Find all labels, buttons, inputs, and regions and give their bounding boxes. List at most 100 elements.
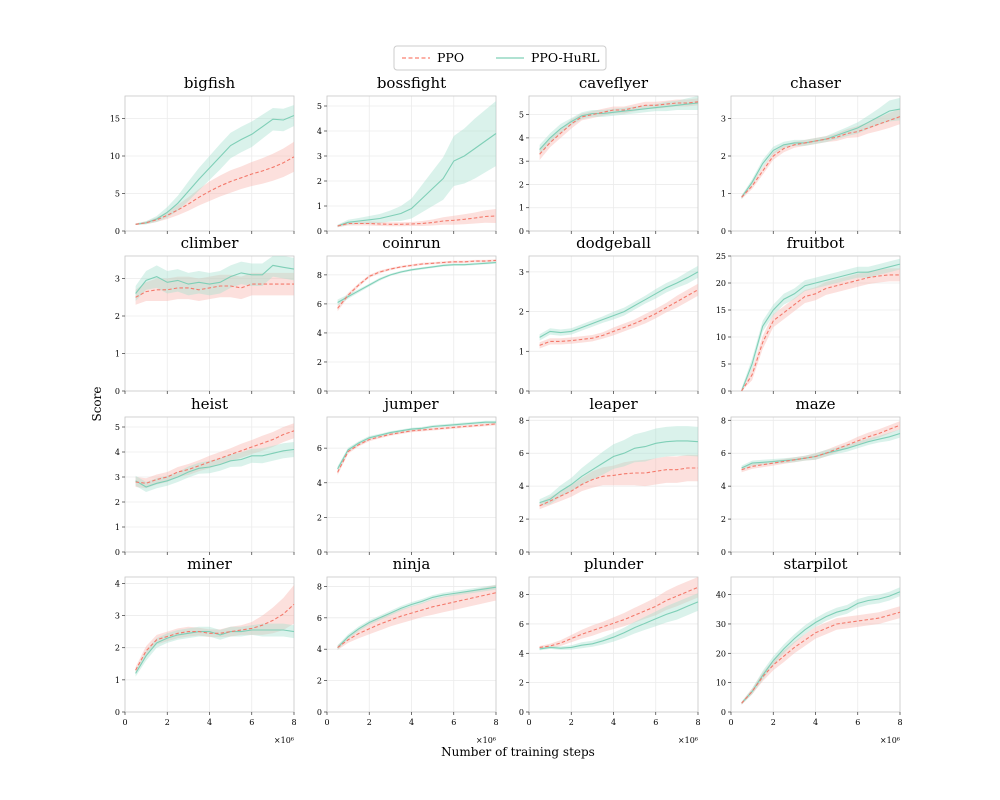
x-tick-label: 4 [207, 718, 212, 727]
y-tick-label: 6 [317, 300, 322, 309]
subplot-fruitbot: 0 5 10 15 20 25 fruitbot [716, 234, 901, 396]
y-tick-label: 1 [115, 350, 120, 359]
ppo-line [135, 283, 294, 298]
ppo-hurl-band [135, 105, 294, 225]
y-tick-label: 0 [115, 708, 120, 717]
ppo-band [539, 283, 698, 349]
ppo-hurl-band [135, 256, 294, 301]
x-tick-label: 4 [611, 718, 616, 727]
ppo-hurl-band [741, 258, 900, 391]
ppo-hurl-line [539, 601, 699, 650]
ppo-line [135, 156, 295, 225]
y-tick-label: 5 [115, 423, 120, 432]
y-tick-label: 4 [317, 329, 322, 338]
subplot-title: plunder [584, 555, 644, 573]
ppo-band [135, 423, 294, 489]
legend-label-ppo-hurl: PPO-HuRL [531, 50, 599, 65]
y-tick-label: 4 [519, 482, 524, 491]
y-tick-label: 2 [519, 515, 524, 524]
subplot-coinrun: 0 2 4 6 8 coinrun [317, 234, 497, 396]
ppo-hurl-band [135, 442, 294, 492]
subplot-title: jumper [382, 395, 439, 413]
y-axis-label: Score [90, 386, 104, 421]
y-tick-label: 30 [716, 620, 726, 629]
ppo-band [337, 209, 496, 228]
y-tick-label: 0 [721, 227, 726, 236]
subplot-climber: 0 1 2 3 climber [115, 234, 295, 396]
ppo-band [539, 454, 698, 510]
y-tick-label: 8 [519, 416, 524, 425]
x-scale-label: ×10⁶ [274, 736, 294, 745]
y-tick-label: 0 [317, 548, 322, 557]
ppo-band [337, 422, 496, 475]
y-tick-label: 8 [317, 582, 322, 591]
subplot-grid: 051015bigfish012345bossfight012345cavefl… [110, 74, 903, 745]
y-tick-label: 5 [317, 102, 322, 111]
y-tick-label: 2 [317, 513, 322, 522]
x-tick-label: 4 [813, 718, 818, 727]
subplot-plunder: 0 2 4 6 8 0 2 4 6 8 ×10⁶ plunder [519, 555, 701, 745]
y-tick-label: 8 [519, 591, 524, 600]
ppo-line [135, 603, 295, 671]
x-tick-label: 0 [526, 718, 531, 727]
ppo-hurl-line [741, 263, 901, 392]
y-tick-label: 3 [115, 275, 120, 284]
y-tick-label: 4 [519, 649, 524, 658]
y-tick-label: 2 [519, 308, 524, 317]
ppo-hurl-band [539, 96, 698, 155]
subplot-title: ninja [393, 555, 431, 573]
y-tick-label: 15 [716, 306, 726, 315]
y-tick-label: 1 [519, 347, 524, 356]
ppo-hurl-band [539, 593, 698, 651]
x-tick-label: 6 [451, 718, 456, 727]
y-tick-label: 10 [110, 152, 120, 161]
subplot-title: chaser [790, 74, 842, 92]
x-tick-label: 8 [897, 718, 902, 727]
subplot-title: coinrun [382, 234, 441, 252]
subplot-jumper: 0 2 4 6 jumper [317, 395, 497, 557]
y-tick-label: 2 [115, 644, 120, 653]
y-tick-label: 1 [115, 676, 120, 685]
y-tick-label: 0 [317, 227, 322, 236]
y-tick-label: 0 [519, 387, 524, 396]
ppo-hurl-line [337, 261, 497, 303]
y-tick-label: 4 [519, 134, 524, 143]
ppo-band [337, 584, 496, 650]
ppo-hurl-line [337, 586, 497, 648]
ppo-line [539, 467, 698, 507]
ppo-line [337, 259, 497, 309]
subplot-title: maze [796, 395, 836, 413]
ppo-hurl-band [539, 426, 698, 506]
x-scale-label: ×10⁶ [476, 736, 496, 745]
ppo-hurl-band [539, 265, 698, 341]
ppo-line [539, 289, 699, 346]
y-tick-label: 0 [519, 708, 524, 717]
y-tick-label: 2 [519, 679, 524, 688]
ppo-hurl-line [337, 421, 496, 470]
x-tick-label: 6 [855, 718, 860, 727]
y-tick-label: 0 [115, 548, 120, 557]
y-tick-label: 20 [716, 649, 726, 658]
x-tick-label: 2 [367, 718, 372, 727]
ppo-hurl-band [741, 429, 900, 471]
ppo-band [539, 577, 698, 649]
y-tick-label: 0 [519, 548, 524, 557]
y-tick-label: 4 [317, 479, 322, 488]
subplot-title: caveflyer [579, 74, 649, 92]
ppo-hurl-band [337, 101, 496, 228]
x-tick-label: 8 [695, 718, 700, 727]
x-tick-label: 0 [728, 718, 733, 727]
y-tick-label: 0 [317, 708, 322, 717]
subplot-title: bigfish [184, 74, 236, 92]
x-tick-label: 0 [122, 718, 127, 727]
y-tick-label: 2 [317, 358, 322, 367]
ppo-hurl-band [337, 584, 496, 650]
ppo-band [741, 109, 900, 200]
y-tick-label: 6 [519, 449, 524, 458]
x-tick-label: 2 [165, 718, 170, 727]
subplot-title: bossfight [377, 74, 446, 92]
y-tick-label: 1 [721, 190, 726, 199]
subplot-caveflyer: 0 1 2 3 4 5 caveflyer [519, 74, 699, 236]
ppo-band [337, 259, 496, 312]
ppo-line [337, 423, 497, 473]
